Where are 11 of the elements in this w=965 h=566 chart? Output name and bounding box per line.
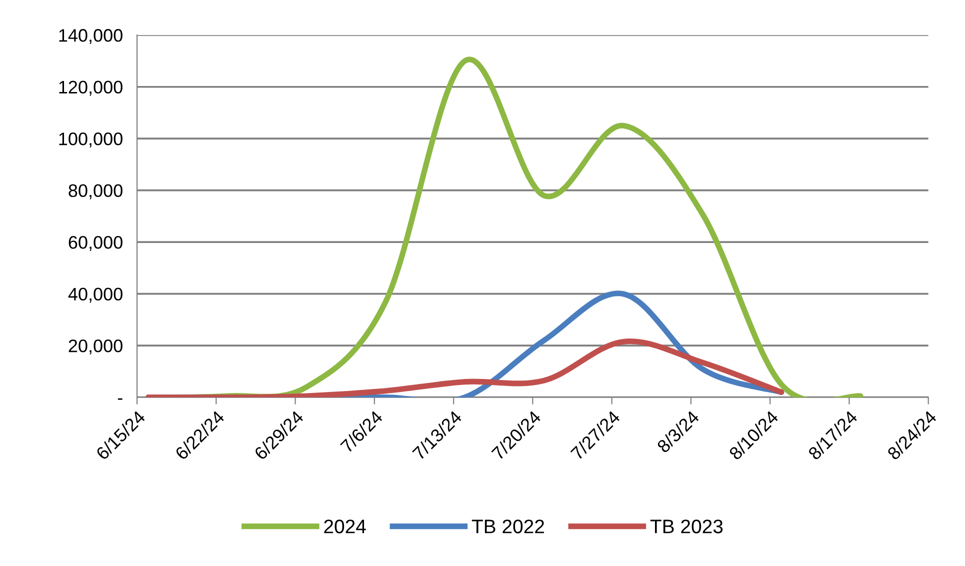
y-tick-label: 80,000 <box>68 184 122 200</box>
y-tick-label: - <box>118 398 122 400</box>
y-tick-label: 60,000 <box>68 236 122 251</box>
y-tick-label: 120,000 <box>59 80 122 96</box>
y-tick-label: 100,000 <box>59 132 122 148</box>
legend-label: 2024 <box>324 520 366 534</box>
legend-label: TB 2023 <box>650 520 723 534</box>
legend-label: TB 2022 <box>472 520 544 534</box>
y-tick-label: 40,000 <box>68 288 122 303</box>
y-tick-label: 20,000 <box>68 340 122 354</box>
y-tick-label: 140,000 <box>59 29 122 44</box>
